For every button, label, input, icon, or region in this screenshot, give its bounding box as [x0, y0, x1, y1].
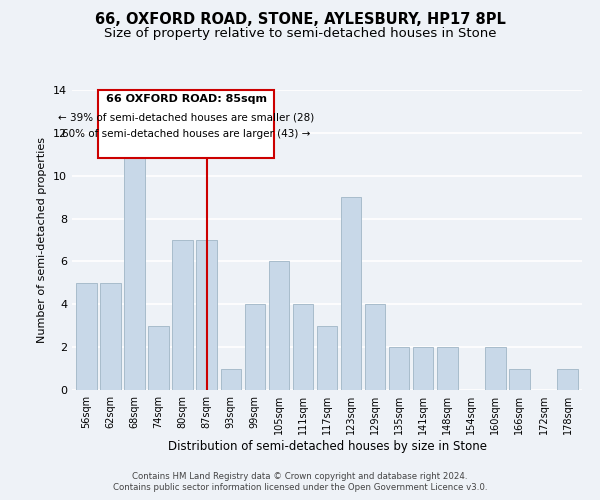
Bar: [365, 304, 385, 390]
Text: 66, OXFORD ROAD, STONE, AYLESBURY, HP17 8PL: 66, OXFORD ROAD, STONE, AYLESBURY, HP17 …: [95, 12, 505, 28]
Bar: [196, 240, 217, 390]
Y-axis label: Number of semi-detached properties: Number of semi-detached properties: [37, 137, 47, 343]
Bar: [485, 347, 506, 390]
Text: ← 39% of semi-detached houses are smaller (28): ← 39% of semi-detached houses are smalle…: [58, 112, 314, 122]
Bar: [389, 347, 409, 390]
Bar: [148, 326, 169, 390]
Bar: [245, 304, 265, 390]
Text: Contains public sector information licensed under the Open Government Licence v3: Contains public sector information licen…: [113, 484, 487, 492]
Bar: [124, 133, 145, 390]
Bar: [293, 304, 313, 390]
Bar: [269, 262, 289, 390]
Bar: [557, 368, 578, 390]
Bar: [172, 240, 193, 390]
Text: 60% of semi-detached houses are larger (43) →: 60% of semi-detached houses are larger (…: [62, 129, 310, 139]
Bar: [221, 368, 241, 390]
X-axis label: Distribution of semi-detached houses by size in Stone: Distribution of semi-detached houses by …: [167, 440, 487, 453]
Text: Size of property relative to semi-detached houses in Stone: Size of property relative to semi-detach…: [104, 28, 496, 40]
Bar: [100, 283, 121, 390]
Bar: [413, 347, 433, 390]
Bar: [341, 197, 361, 390]
Bar: [317, 326, 337, 390]
Text: 66 OXFORD ROAD: 85sqm: 66 OXFORD ROAD: 85sqm: [106, 94, 267, 104]
Bar: [437, 347, 458, 390]
Bar: [509, 368, 530, 390]
Text: Contains HM Land Registry data © Crown copyright and database right 2024.: Contains HM Land Registry data © Crown c…: [132, 472, 468, 481]
Bar: [76, 283, 97, 390]
